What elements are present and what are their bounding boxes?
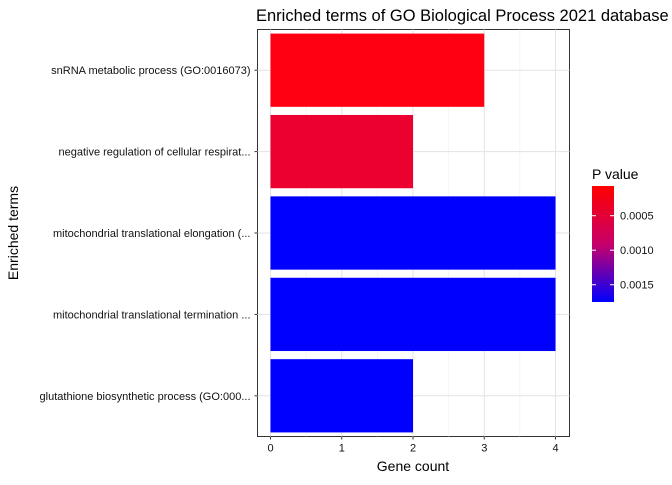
legend-tick-label: 0.0010: [620, 245, 654, 257]
bars: [270, 33, 556, 433]
x-axis-title: Gene count: [377, 458, 449, 474]
y-tick-label: mitochondrial translational elongation (…: [53, 228, 251, 240]
chart-title: Enriched terms of GO Biological Process …: [256, 7, 669, 25]
y-tick-label: snRNA metabolic process (GO:0016073): [51, 65, 250, 77]
bar: [270, 114, 413, 189]
y-axis-title: Enriched terms: [5, 186, 21, 280]
x-tick-label: 4: [552, 443, 558, 455]
x-ticks: 0 1 2 3 4: [267, 436, 559, 455]
y-tick-label: glutathione biosynthetic process (GO:000…: [40, 391, 251, 403]
y-tick-label: mitochondrial translational termination …: [53, 309, 250, 321]
bar: [270, 277, 556, 352]
legend-tick-label: 0.0015: [620, 280, 654, 292]
legend-colorbar: [592, 186, 614, 302]
legend-title: P value: [592, 166, 639, 182]
x-tick-label: 3: [481, 443, 487, 455]
x-tick-label: 2: [410, 443, 416, 455]
bar: [270, 196, 556, 270]
legend-tick-label: 0.0005: [620, 211, 654, 223]
x-tick-label: 1: [339, 443, 345, 455]
bar: [270, 33, 485, 107]
bar: [270, 359, 413, 433]
y-tick-label: negative regulation of cellular respirat…: [59, 147, 251, 159]
legend-ticks: 0.0005 0.0010 0.0015: [592, 211, 654, 292]
y-tick-labels: snRNA metabolic process (GO:0016073) nega…: [40, 65, 258, 403]
x-tick-label: 0: [267, 443, 273, 455]
legend: P value 0.0005 0.0010 0.0015: [592, 166, 654, 302]
